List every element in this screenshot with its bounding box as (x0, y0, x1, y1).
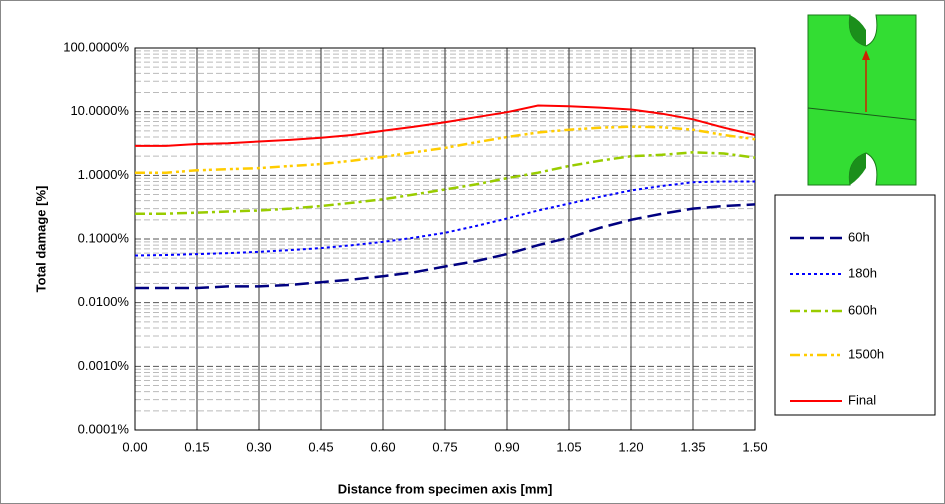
y-tick-label: 0.0010% (78, 358, 130, 373)
x-tick-label: 0.00 (122, 439, 147, 454)
x-tick-label: 0.60 (370, 439, 395, 454)
y-tick-label: 0.0100% (78, 294, 130, 309)
x-tick-label: 0.90 (494, 439, 519, 454)
x-axis-title: Distance from specimen axis [mm] (338, 481, 553, 496)
specimen-diagram (808, 15, 916, 185)
legend-label: 180h (848, 265, 877, 280)
x-tick-label: 0.45 (308, 439, 333, 454)
y-tick-label: 100.0000% (63, 39, 129, 54)
x-tick-label: 1.20 (618, 439, 643, 454)
x-tick-label: 0.30 (246, 439, 271, 454)
legend-label: 60h (848, 229, 870, 244)
y-tick-label: 1.0000% (78, 167, 130, 182)
y-tick-label: 0.1000% (78, 230, 130, 245)
legend-label: 600h (848, 302, 877, 317)
x-tick-label: 0.15 (184, 439, 209, 454)
legend-label: Final (848, 392, 876, 407)
x-tick-label: 1.05 (556, 439, 581, 454)
y-axis-title: Total damage [%] (33, 186, 48, 293)
x-tick-label: 0.75 (432, 439, 457, 454)
y-tick-label: 0.0001% (78, 421, 130, 436)
x-tick-label: 1.50 (742, 439, 767, 454)
legend-label: 1500h (848, 346, 884, 361)
y-tick-label: 10.0000% (70, 103, 129, 118)
x-tick-label: 1.35 (680, 439, 705, 454)
chart: Total damage [%] Distance from specimen … (0, 0, 945, 504)
